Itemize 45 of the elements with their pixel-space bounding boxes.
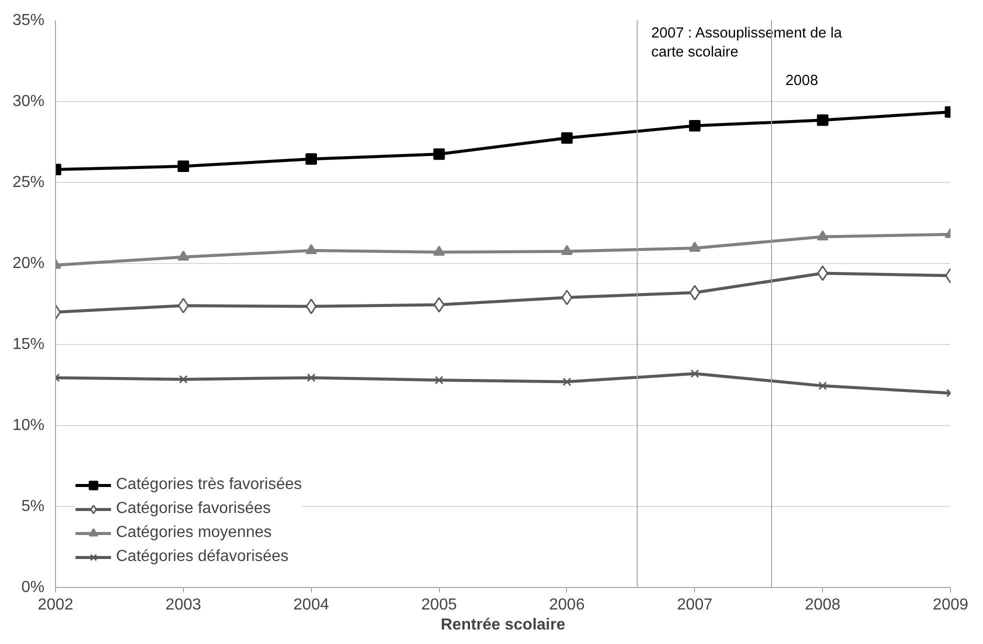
y-tick-label: 35% — [12, 12, 45, 29]
point — [561, 132, 573, 144]
point — [306, 298, 317, 314]
point — [818, 382, 827, 390]
x-tick-label: 2005 — [421, 596, 457, 614]
y-tick-label: 10% — [12, 417, 45, 434]
y-tick-label: 25% — [12, 174, 45, 191]
x-tick-label: 2004 — [293, 596, 330, 614]
point — [816, 114, 828, 126]
legend-label: Catégories très favorisées — [116, 476, 302, 494]
y-tick-label: 20% — [12, 255, 45, 272]
legend-label: Catégories défavorisées — [116, 548, 289, 566]
point — [179, 375, 188, 384]
x-tick-label: 2007 — [676, 596, 713, 614]
point — [562, 377, 572, 386]
x-tick-label: 2002 — [38, 596, 74, 614]
y-tick-label: 30% — [12, 93, 45, 110]
legend-label: Catégorise favorisées — [116, 500, 271, 518]
point — [433, 148, 445, 160]
point — [816, 230, 828, 240]
y-tick-label: 15% — [12, 336, 45, 353]
point — [178, 298, 189, 314]
x-axis-title: Rentrée scolaire — [440, 616, 566, 634]
point — [561, 244, 573, 255]
legend-label: Catégories moyennes — [116, 524, 272, 542]
point — [689, 120, 701, 132]
point — [689, 284, 700, 300]
x-tick-label: 2003 — [166, 596, 202, 614]
point — [817, 265, 828, 281]
point — [178, 160, 190, 172]
point — [433, 246, 445, 256]
x-tick-label: 2008 — [804, 596, 841, 614]
ref-line-label: 2007 : Assouplissement de la carte scolaire — [651, 25, 843, 61]
point — [306, 373, 316, 382]
y-tick-label: 5% — [21, 498, 44, 515]
ref-line-label: 2008 — [786, 72, 818, 89]
x-tick-label: 2006 — [549, 596, 585, 614]
point — [305, 153, 317, 165]
point — [178, 250, 190, 261]
point — [305, 244, 317, 254]
y-tick-label: 0% — [21, 579, 44, 596]
point — [434, 376, 444, 384]
x-tick-label: 2009 — [932, 596, 968, 614]
point — [690, 369, 700, 378]
point — [689, 242, 701, 252]
